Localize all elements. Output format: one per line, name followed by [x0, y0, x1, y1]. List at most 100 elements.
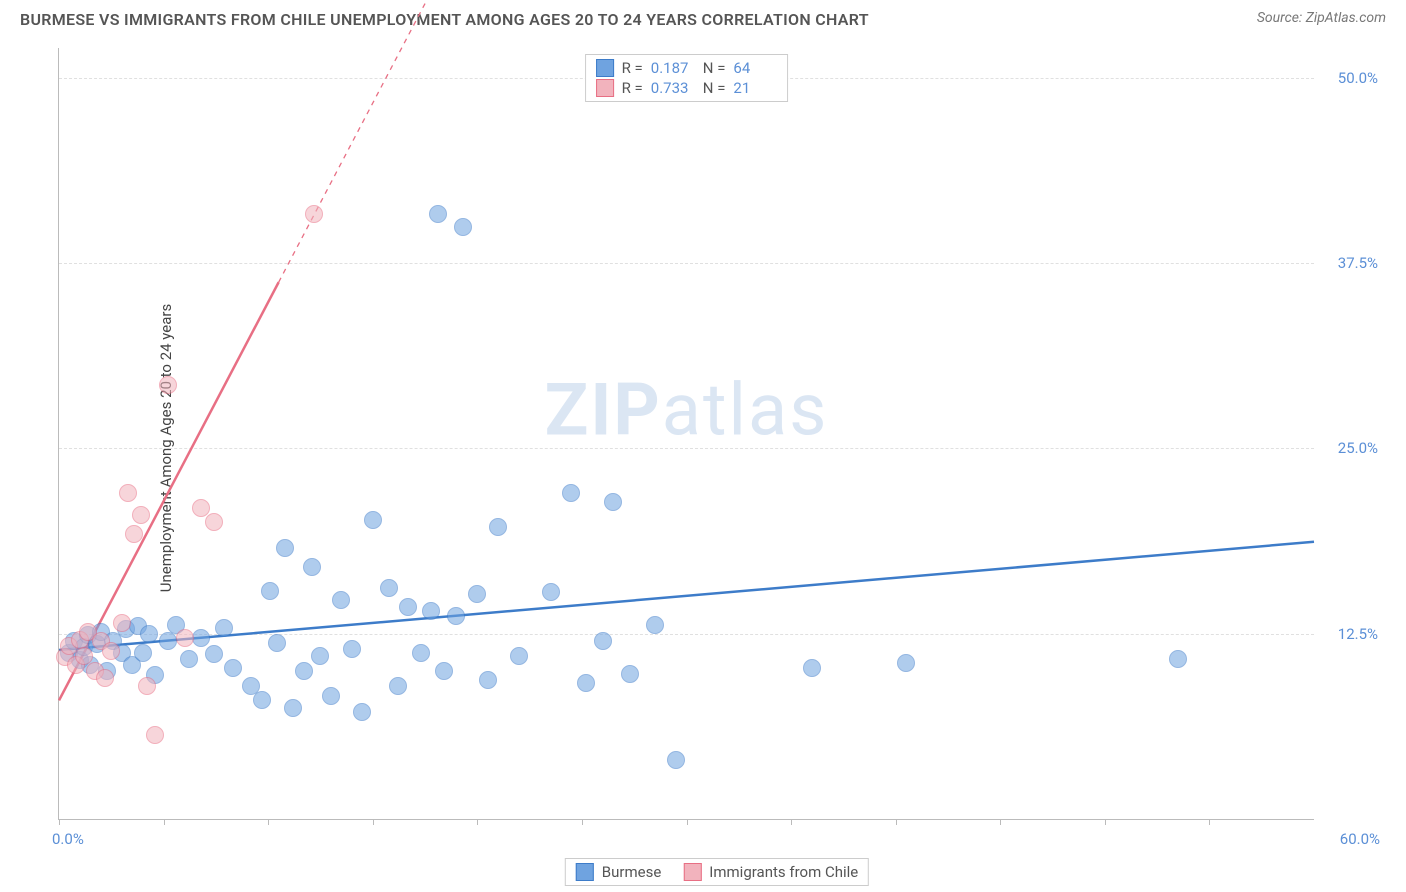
data-point: [646, 616, 664, 634]
legend-swatch: [576, 863, 594, 881]
data-point: [667, 751, 685, 769]
y-tick-label: 50.0%: [1338, 69, 1378, 87]
data-point: [332, 591, 350, 609]
data-point: [303, 558, 321, 576]
data-point: [192, 499, 210, 517]
correlation-legend: R = 0.187 N = 64 R = 0.733 N = 21: [585, 54, 789, 102]
data-point: [447, 607, 465, 625]
x-tick: [373, 819, 374, 825]
data-point: [140, 625, 158, 643]
legend-N-label: N =: [703, 59, 726, 77]
y-tick-label: 25.0%: [1338, 439, 1378, 457]
data-point: [435, 662, 453, 680]
plot-area: ZIPatlas R =0.187N =64R =0.733N =21 12.5…: [58, 48, 1314, 820]
data-point: [489, 518, 507, 536]
data-point: [113, 614, 131, 632]
series-legend: Burmese Immigrants from Chile: [565, 858, 869, 886]
data-point: [268, 634, 286, 652]
data-point: [276, 539, 294, 557]
legend-swatch: [596, 79, 614, 97]
y-tick-label: 12.5%: [1338, 625, 1378, 643]
data-point: [479, 671, 497, 689]
trend-line: [59, 542, 1314, 650]
data-point: [353, 703, 371, 721]
data-point: [389, 677, 407, 695]
data-point: [176, 629, 194, 647]
data-point: [604, 493, 622, 511]
data-point: [562, 484, 580, 502]
data-point: [621, 665, 639, 683]
chart-title: BURMESE VS IMMIGRANTS FROM CHILE UNEMPLO…: [20, 10, 869, 29]
source-label: Source: ZipAtlas.com: [1257, 10, 1386, 26]
data-point: [343, 640, 361, 658]
legend-series-name: Immigrants from Chile: [709, 863, 858, 881]
legend-R-label: R =: [622, 59, 643, 77]
data-point: [454, 218, 472, 236]
data-point: [468, 585, 486, 603]
data-point: [134, 644, 152, 662]
legend-R-value: 0.187: [651, 59, 695, 77]
data-point: [205, 513, 223, 531]
data-point: [138, 677, 156, 695]
legend-N-value: 64: [733, 59, 777, 77]
data-point: [577, 674, 595, 692]
legend-stats-row: R = 0.187 N = 64: [596, 59, 778, 77]
x-tick: [1000, 819, 1001, 825]
data-point: [594, 632, 612, 650]
data-point: [215, 619, 233, 637]
data-point: [253, 691, 271, 709]
data-point: [261, 582, 279, 600]
data-point: [132, 506, 150, 524]
x-tick: [791, 819, 792, 825]
x-tick: [164, 819, 165, 825]
data-point: [180, 650, 198, 668]
data-point: [429, 205, 447, 223]
data-point: [125, 525, 143, 543]
x-tick: [1209, 819, 1210, 825]
data-point: [803, 659, 821, 677]
x-tick: [896, 819, 897, 825]
data-point: [295, 662, 313, 680]
data-point: [399, 598, 417, 616]
y-tick-label: 37.5%: [1338, 254, 1378, 272]
trend-line-dashed: [279, 4, 425, 283]
x-tick: [1105, 819, 1106, 825]
legend-N-label: N =: [703, 79, 726, 97]
legend-stats-row: R = 0.733 N = 21: [596, 79, 778, 97]
data-point: [1169, 650, 1187, 668]
data-point: [192, 629, 210, 647]
data-point: [422, 602, 440, 620]
data-point: [311, 647, 329, 665]
data-point: [412, 644, 430, 662]
chart-container: Unemployment Among Ages 20 to 24 years Z…: [48, 42, 1386, 854]
x-tick: [268, 819, 269, 825]
data-point: [159, 376, 177, 394]
data-point: [96, 669, 114, 687]
x-tick: [582, 819, 583, 825]
x-tick: [59, 819, 60, 825]
x-tick: [477, 819, 478, 825]
data-point: [205, 645, 223, 663]
data-point: [119, 484, 137, 502]
data-point: [146, 726, 164, 744]
x-tick: [687, 819, 688, 825]
legend-R-label: R =: [622, 79, 643, 97]
data-point: [380, 579, 398, 597]
legend-series-row: Burmese: [576, 863, 662, 881]
trend-lines-layer: [59, 48, 1314, 819]
legend-swatch: [683, 863, 701, 881]
legend-R-value: 0.733: [651, 79, 695, 97]
data-point: [364, 511, 382, 529]
legend-swatch: [596, 59, 614, 77]
data-point: [322, 687, 340, 705]
legend-N-value: 21: [733, 79, 777, 97]
legend-series-name: Burmese: [602, 863, 662, 881]
data-point: [284, 699, 302, 717]
legend-series-row: Immigrants from Chile: [683, 863, 858, 881]
data-point: [159, 632, 177, 650]
data-point: [897, 654, 915, 672]
data-point: [542, 583, 560, 601]
data-point: [102, 642, 120, 660]
x-axis-min-label: 0.0%: [52, 830, 84, 848]
data-point: [305, 205, 323, 223]
